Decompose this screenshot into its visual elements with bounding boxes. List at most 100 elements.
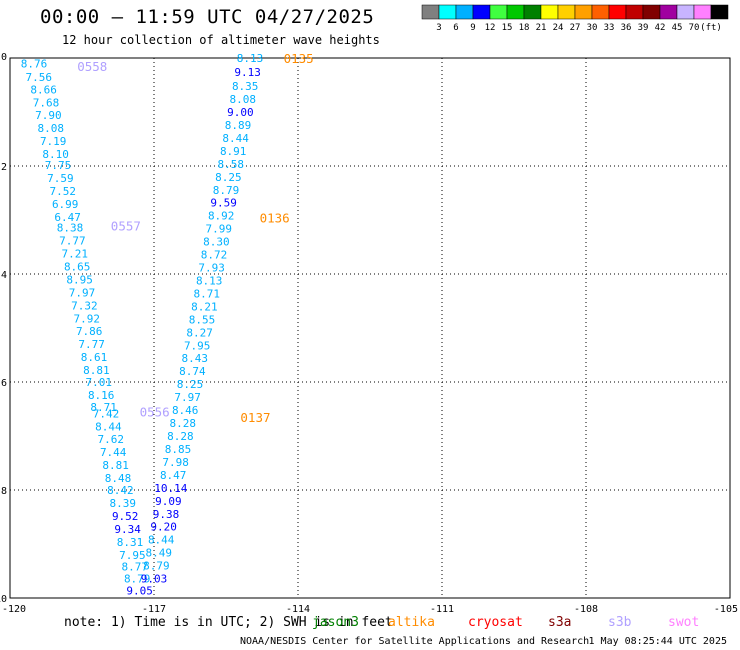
wave-height-point: 7.21 xyxy=(62,247,89,260)
wave-height-point: 8.42 xyxy=(107,484,134,497)
colorbar-label: 9 xyxy=(470,23,475,33)
x-tick-label: -117 xyxy=(142,604,166,615)
wave-height-point: 7.90 xyxy=(35,109,62,122)
wave-height-point: 8.71 xyxy=(90,401,117,414)
wave-height-point: 7.19 xyxy=(40,135,67,148)
colorbar-swatch xyxy=(574,4,593,20)
colorbar-swatch xyxy=(659,4,678,20)
wave-height-point: 8.21 xyxy=(191,300,218,313)
y-tick-label: -10 xyxy=(0,594,7,605)
wave-height-point: 8.10 xyxy=(42,148,69,161)
wave-height-point: 8.81 xyxy=(102,459,129,472)
colorbar-label: 42 xyxy=(655,23,666,33)
colorbar-swatch xyxy=(557,4,576,20)
time-label: 0556 xyxy=(140,405,170,420)
wave-height-point: 9.38 xyxy=(153,508,180,521)
wave-height-point: 8.92 xyxy=(208,210,235,223)
time-label: 0137 xyxy=(240,410,270,425)
colorbar-swatch xyxy=(693,4,712,20)
colorbar-label: 36 xyxy=(621,23,632,33)
y-tick-label: -8 xyxy=(0,486,7,497)
wave-height-point: 8.79 xyxy=(124,573,151,586)
y-tick-label: -6 xyxy=(0,378,7,389)
wave-height-point: 7.97 xyxy=(69,286,96,299)
wave-height-point: 7.98 xyxy=(162,456,189,469)
colorbar-label: 12 xyxy=(485,23,496,33)
wave-height-point: 6.99 xyxy=(52,198,79,211)
colorbar-label: 33 xyxy=(604,23,615,33)
satellite-legend-altika: altika xyxy=(388,615,435,630)
wave-height-point: 7.92 xyxy=(74,312,101,325)
wave-height-point: 8.25 xyxy=(215,171,242,184)
colorbar-label: 70 xyxy=(689,23,700,33)
colorbar-swatch xyxy=(591,4,610,20)
colorbar-swatch xyxy=(642,4,661,20)
time-label: 0136 xyxy=(260,210,290,225)
wave-height-point: 8.95 xyxy=(66,273,93,286)
footer-note: note: 1) Time is in UTC; 2) SWH is in fe… xyxy=(64,615,393,630)
y-tick-label: -4 xyxy=(0,270,7,281)
colorbar-swatch xyxy=(523,4,542,20)
wave-height-point: 8.58 xyxy=(218,158,245,171)
colorbar-label: 45 xyxy=(672,23,683,33)
wave-height-point: 7.75 xyxy=(45,159,72,172)
colorbar-swatch xyxy=(608,4,627,20)
generated-timestamp: 1 May 08:25:44 UTC 2025 xyxy=(589,636,727,647)
wave-height-point: 8.13 xyxy=(237,52,264,65)
colorbar-label: 39 xyxy=(638,23,649,33)
wave-height-point: 8.65 xyxy=(64,260,91,273)
satellite-legend-s3b: s3b xyxy=(608,615,632,630)
wave-height-point: 8.28 xyxy=(170,417,197,430)
colorbar-label: 27 xyxy=(570,23,581,33)
wave-height-point: 7.42 xyxy=(93,407,120,420)
wave-height-point: 8.91 xyxy=(220,145,247,158)
colorbar-swatch xyxy=(421,4,440,20)
x-tick-label: -108 xyxy=(574,604,598,615)
colorbar-swatch xyxy=(438,4,457,20)
wave-height-point: 8.43 xyxy=(182,352,209,365)
wave-height-point: 8.08 xyxy=(38,122,65,135)
y-tick-label: -2 xyxy=(0,162,7,173)
wave-height-point: 8.13 xyxy=(196,274,223,287)
wave-height-point: 8.47 xyxy=(160,469,187,482)
wave-height-point: 8.25 xyxy=(177,378,204,391)
chart-subtitle: 12 hour collection of altimeter wave hei… xyxy=(62,33,380,47)
wave-height-point: 8.48 xyxy=(105,472,132,485)
wave-height-point: 7.32 xyxy=(71,299,98,312)
colorbar-swatch xyxy=(506,4,525,20)
x-tick-label: -120 xyxy=(2,604,26,615)
wave-height-point: 8.77 xyxy=(122,561,149,574)
colorbar-swatch xyxy=(710,4,729,20)
wave-height-point: 9.09 xyxy=(155,495,182,508)
wave-height-point: 8.79 xyxy=(213,184,240,197)
wave-height-point: 8.28 xyxy=(167,430,194,443)
wave-height-point: 8.61 xyxy=(81,351,108,364)
wave-height-point: 9.20 xyxy=(150,521,177,534)
wave-height-point: 8.39 xyxy=(110,497,137,510)
colorbar-label: 15 xyxy=(502,23,513,33)
wave-height-point: 8.72 xyxy=(201,249,228,262)
wave-height-point: 8.38 xyxy=(57,222,84,235)
wave-height-point: 7.95 xyxy=(119,549,146,562)
wave-height-point: 8.66 xyxy=(30,83,57,96)
wave-height-point: 8.71 xyxy=(194,287,221,300)
wave-height-point: 8.76 xyxy=(21,57,48,70)
colorbar-swatch xyxy=(540,4,559,20)
credit-text: NOAA/NESDIS Center for Satellite Applica… xyxy=(240,636,589,647)
colorbar-swatch xyxy=(625,4,644,20)
wave-height-point: 8.44 xyxy=(95,420,122,433)
page-title: 00:00 — 11:59 UTC 04/27/2025 xyxy=(40,6,375,28)
colorbar-label: 24 xyxy=(553,23,564,33)
x-tick-label: -105 xyxy=(714,604,738,615)
colorbar-label: 30 xyxy=(587,23,598,33)
wave-height-point: 7.62 xyxy=(98,433,125,446)
wave-height-point: 8.49 xyxy=(146,547,173,560)
wave-height-point: 6.47 xyxy=(54,211,81,224)
wave-height-point: 7.86 xyxy=(76,325,103,338)
colorbar-swatch xyxy=(489,4,508,20)
wave-height-point: 8.74 xyxy=(179,365,206,378)
colorbar-label: 21 xyxy=(536,23,547,33)
wave-height-point: 7.56 xyxy=(26,71,53,84)
colorbar-label: 3 xyxy=(436,23,441,33)
x-tick-label: -114 xyxy=(286,604,310,615)
